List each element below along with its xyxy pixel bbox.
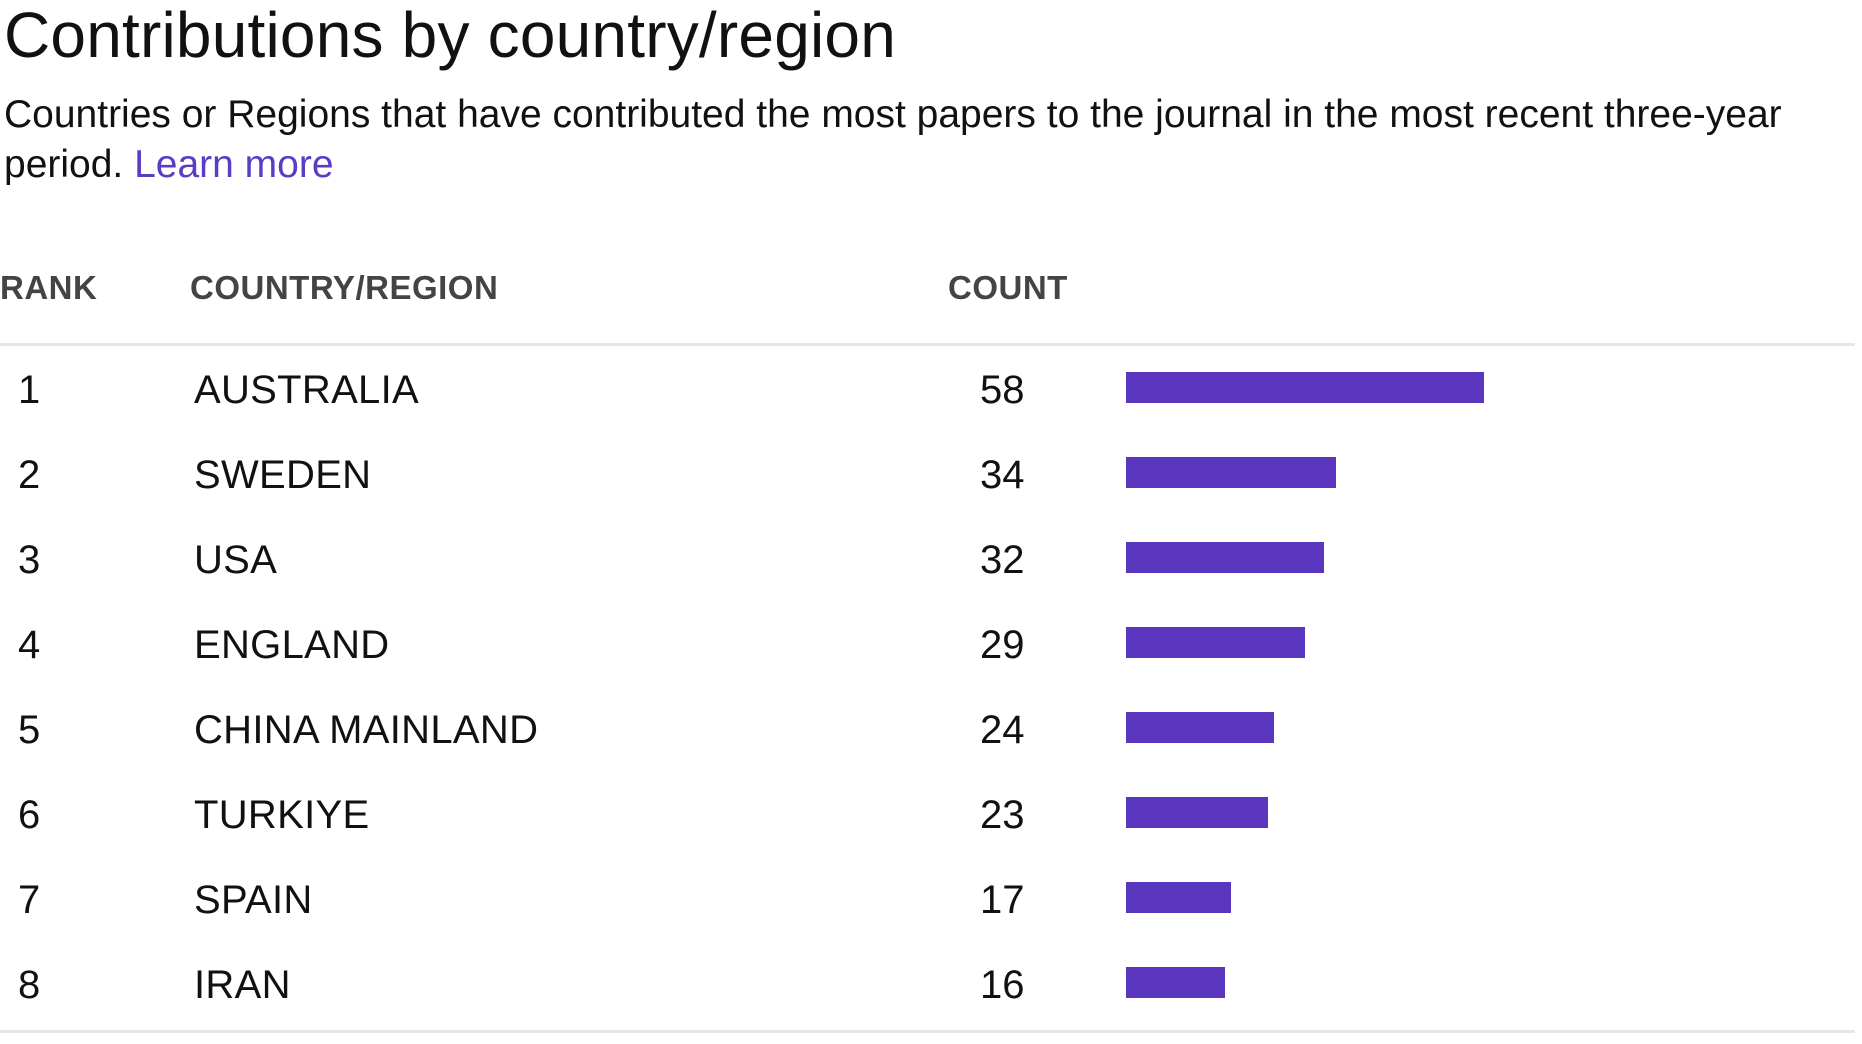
description-text: Countries or Regions that have contribut… — [4, 93, 1782, 186]
country-name: ENGLAND — [194, 623, 390, 667]
rank-value: 6 — [18, 793, 41, 837]
country-column-header: COUNTRY/REGION — [190, 269, 499, 306]
count-bar — [1126, 627, 1305, 658]
table-row: 2 SWEDEN 34 — [0, 431, 1855, 516]
table-body: 1 AUSTRALIA 58 2 SWEDEN 34 3 USA 32 4 ENGLAND 29 5 CH… — [0, 346, 1855, 1026]
count-value: 17 — [980, 878, 1025, 922]
rank-value: 5 — [18, 708, 41, 752]
count-bar — [1126, 372, 1484, 403]
description: Countries or Regions that have contribut… — [4, 90, 1859, 190]
country-name: SWEDEN — [194, 453, 372, 497]
country-name: AUSTRALIA — [194, 368, 419, 412]
country-name: CHINA MAINLAND — [194, 708, 539, 752]
rank-value: 7 — [18, 878, 41, 922]
table-row: 4 ENGLAND 29 — [0, 601, 1855, 686]
rank-value: 3 — [18, 538, 41, 582]
table-bottom-divider — [0, 1030, 1855, 1033]
contributions-table: RANK COUNTRY/REGION COUNT 1 AUSTRALIA 58 2 S… — [0, 255, 1855, 1033]
rank-value: 8 — [18, 963, 41, 1007]
count-bar — [1126, 712, 1274, 743]
table-row: 5 CHINA MAINLAND 24 — [0, 686, 1855, 771]
table-row: 7 SPAIN 17 — [0, 856, 1855, 941]
contributions-panel: Contributions by country/region Countrie… — [4, 0, 1859, 190]
country-name: USA — [194, 538, 278, 582]
country-name: IRAN — [194, 963, 291, 1007]
table-row: 8 IRAN 16 — [0, 941, 1855, 1026]
count-bar — [1126, 797, 1268, 828]
count-bar — [1126, 542, 1324, 573]
country-name: SPAIN — [194, 878, 313, 922]
count-value: 34 — [980, 453, 1025, 497]
country-name: TURKIYE — [194, 793, 370, 837]
count-value: 32 — [980, 538, 1025, 582]
rank-value: 4 — [18, 623, 41, 667]
count-value: 24 — [980, 708, 1025, 752]
rank-value: 2 — [18, 453, 41, 497]
count-value: 23 — [980, 793, 1025, 837]
count-bar — [1126, 457, 1336, 488]
table-row: 1 AUSTRALIA 58 — [0, 346, 1855, 431]
table-row: 3 USA 32 — [0, 516, 1855, 601]
count-bar — [1126, 882, 1231, 913]
table-row: 6 TURKIYE 23 — [0, 771, 1855, 856]
table-header: RANK COUNTRY/REGION COUNT — [0, 255, 1855, 346]
count-column-header: COUNT — [948, 269, 1068, 306]
rank-column-header: RANK — [0, 269, 98, 306]
learn-more-link[interactable]: Learn more — [134, 143, 334, 186]
count-value: 16 — [980, 963, 1025, 1007]
page-title: Contributions by country/region — [4, 0, 897, 71]
count-bar — [1126, 967, 1225, 998]
count-value: 29 — [980, 623, 1025, 667]
rank-value: 1 — [18, 368, 41, 412]
count-value: 58 — [980, 368, 1025, 412]
